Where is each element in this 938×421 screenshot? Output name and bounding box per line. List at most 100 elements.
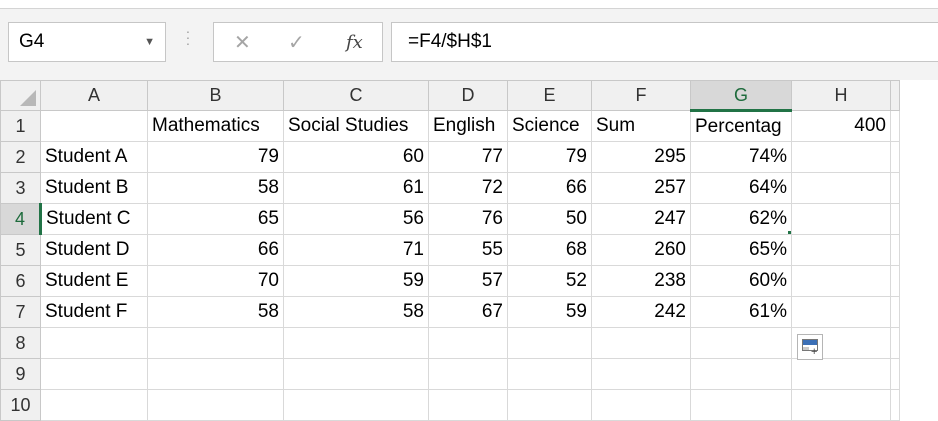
name-box[interactable]: G4 ▼: [8, 22, 166, 62]
fill-handle[interactable]: [787, 230, 791, 234]
select-all-button[interactable]: [0, 80, 41, 111]
cell-g7[interactable]: 61%: [690, 296, 792, 328]
cell-a2[interactable]: Student A: [40, 141, 148, 173]
cell-a9[interactable]: [40, 358, 148, 390]
drag-handle-icon[interactable]: · · ·: [185, 23, 191, 51]
cell-a5[interactable]: Student D: [40, 234, 148, 266]
cell-e5[interactable]: 68: [507, 234, 592, 266]
cell-b5[interactable]: 66: [147, 234, 284, 266]
quick-analysis-icon[interactable]: +: [797, 334, 823, 360]
cell-b3[interactable]: 58: [147, 172, 284, 204]
cell-a3[interactable]: Student B: [40, 172, 148, 204]
cell-f2[interactable]: 295: [591, 141, 691, 173]
cell-c1[interactable]: Social Studies: [283, 110, 429, 142]
column-header-e[interactable]: E: [507, 80, 592, 111]
row-header-2[interactable]: 2: [0, 141, 41, 173]
cell-e8[interactable]: [507, 327, 592, 359]
cell-d2[interactable]: 77: [428, 141, 508, 173]
cell-c9[interactable]: [283, 358, 429, 390]
cell-a10[interactable]: [40, 389, 148, 421]
cell-e3[interactable]: 66: [507, 172, 592, 204]
column-header-b[interactable]: B: [147, 80, 284, 111]
cell-a6[interactable]: Student E: [40, 265, 148, 297]
cell-c6[interactable]: 59: [283, 265, 429, 297]
cell-d8[interactable]: [428, 327, 508, 359]
cell-d4[interactable]: 76: [428, 203, 508, 235]
cell-c7[interactable]: 58: [283, 296, 429, 328]
cell-h10[interactable]: [791, 389, 891, 421]
cell-h2[interactable]: [791, 141, 891, 173]
cell-b10[interactable]: [147, 389, 284, 421]
cell-h4[interactable]: [791, 203, 891, 235]
insert-function-icon[interactable]: fx: [346, 32, 363, 53]
cell-h7[interactable]: [791, 296, 891, 328]
cell-f5[interactable]: 260: [591, 234, 691, 266]
cell-d1[interactable]: English: [428, 110, 508, 142]
cell-c5[interactable]: 71: [283, 234, 429, 266]
cell-h3[interactable]: [791, 172, 891, 204]
cell-e1[interactable]: Science: [507, 110, 592, 142]
formula-input[interactable]: =F4/$H$1: [391, 22, 938, 62]
cell-h5[interactable]: [791, 234, 891, 266]
cell-overflow[interactable]: [890, 389, 900, 421]
row-header-10[interactable]: 10: [0, 389, 41, 421]
cancel-icon[interactable]: ✕: [234, 32, 251, 54]
cell-g5[interactable]: 65%: [690, 234, 792, 266]
row-header-3[interactable]: 3: [0, 172, 41, 204]
chevron-down-icon[interactable]: ▼: [144, 36, 155, 48]
cell-f6[interactable]: 238: [591, 265, 691, 297]
cell-c10[interactable]: [283, 389, 429, 421]
cell-g9[interactable]: [690, 358, 792, 390]
row-header-4[interactable]: 4: [0, 203, 42, 235]
cell-e6[interactable]: 52: [507, 265, 592, 297]
cell-f10[interactable]: [591, 389, 691, 421]
cell-b9[interactable]: [147, 358, 284, 390]
column-header-a[interactable]: A: [40, 80, 148, 111]
cell-b2[interactable]: 79: [147, 141, 284, 173]
cell-a1[interactable]: [40, 110, 148, 142]
cell-overflow[interactable]: [890, 203, 900, 235]
cell-overflow[interactable]: [890, 141, 900, 173]
cell-g3[interactable]: 64%: [690, 172, 792, 204]
cell-g1[interactable]: Percentag: [690, 110, 792, 142]
cell-b8[interactable]: [147, 327, 284, 359]
column-header-h[interactable]: H: [791, 80, 891, 111]
cell-c2[interactable]: 60: [283, 141, 429, 173]
cell-g10[interactable]: [690, 389, 792, 421]
cell-overflow[interactable]: [890, 296, 900, 328]
cell-c4[interactable]: 56: [283, 203, 429, 235]
cell-d3[interactable]: 72: [428, 172, 508, 204]
cell-d5[interactable]: 55: [428, 234, 508, 266]
row-header-9[interactable]: 9: [0, 358, 41, 390]
cell-overflow[interactable]: [890, 327, 900, 359]
cell-f7[interactable]: 242: [591, 296, 691, 328]
row-header-1[interactable]: 1: [0, 110, 41, 142]
cell-d10[interactable]: [428, 389, 508, 421]
cell-e4[interactable]: 50: [507, 203, 592, 235]
row-header-6[interactable]: 6: [0, 265, 41, 297]
column-header-g[interactable]: G: [690, 80, 792, 112]
cell-overflow[interactable]: [890, 265, 900, 297]
cell-e7[interactable]: 59: [507, 296, 592, 328]
cell-f8[interactable]: [591, 327, 691, 359]
cell-g6[interactable]: 60%: [690, 265, 792, 297]
column-header-c[interactable]: C: [283, 80, 429, 111]
cell-b6[interactable]: 70: [147, 265, 284, 297]
cell-e10[interactable]: [507, 389, 592, 421]
cell-h6[interactable]: [791, 265, 891, 297]
cell-d6[interactable]: 57: [428, 265, 508, 297]
cell-g4[interactable]: 62%: [690, 203, 792, 235]
cell-b1[interactable]: Mathematics: [147, 110, 284, 142]
column-header-d[interactable]: D: [428, 80, 508, 111]
cell-e9[interactable]: [507, 358, 592, 390]
cell-c8[interactable]: [283, 327, 429, 359]
cell-a4[interactable]: Student C: [40, 203, 148, 235]
cell-f1[interactable]: Sum: [591, 110, 691, 142]
cell-e2[interactable]: 79: [507, 141, 592, 173]
cell-overflow[interactable]: [890, 358, 900, 390]
cell-d9[interactable]: [428, 358, 508, 390]
column-header-f[interactable]: F: [591, 80, 691, 111]
cell-g2[interactable]: 74%: [690, 141, 792, 173]
enter-check-icon[interactable]: ✓: [288, 32, 305, 54]
cell-f9[interactable]: [591, 358, 691, 390]
